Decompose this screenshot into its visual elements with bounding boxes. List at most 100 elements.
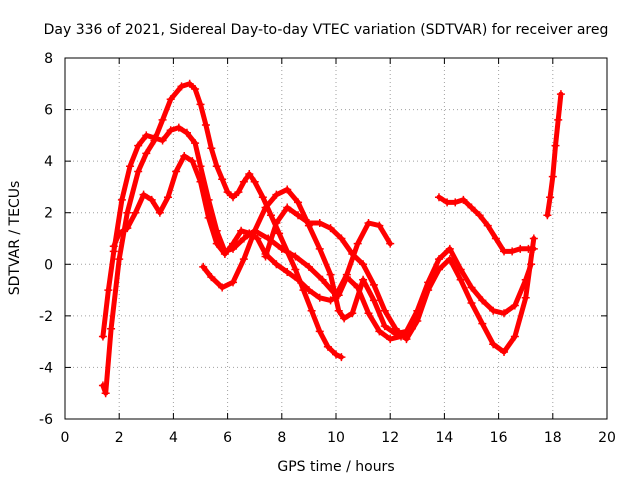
- y-tick-label: 8: [44, 51, 53, 67]
- data-point: [150, 133, 159, 142]
- data-point: [142, 131, 151, 140]
- data-point: [467, 298, 476, 307]
- y-tick-label: -2: [39, 309, 53, 325]
- data-point: [261, 203, 270, 212]
- data-point: [291, 265, 300, 274]
- data-point: [283, 268, 292, 277]
- data-point: [413, 317, 422, 326]
- data-point: [386, 335, 395, 344]
- data-point: [334, 306, 343, 315]
- data-point: [174, 123, 183, 132]
- data-point: [478, 296, 487, 305]
- x-tick-label: 8: [277, 430, 286, 446]
- data-point: [204, 213, 213, 222]
- grid: [65, 58, 607, 419]
- data-point: [500, 247, 509, 256]
- data-point: [510, 332, 519, 341]
- data-point: [445, 255, 454, 264]
- data-point: [291, 252, 300, 261]
- data-point: [250, 226, 259, 235]
- data-series: [98, 79, 565, 398]
- data-point: [315, 327, 324, 336]
- data-point: [109, 242, 118, 251]
- data-point: [188, 157, 197, 166]
- data-point: [434, 193, 443, 202]
- data-point: [115, 255, 124, 264]
- data-point: [548, 172, 557, 181]
- data-point: [134, 167, 143, 176]
- data-point: [223, 188, 232, 197]
- data-point: [163, 193, 172, 202]
- data-point: [443, 198, 452, 207]
- data-point: [218, 175, 227, 184]
- data-point: [155, 208, 164, 217]
- data-point: [554, 115, 563, 124]
- data-point: [307, 306, 316, 315]
- data-point: [491, 234, 500, 243]
- data-point: [172, 167, 181, 176]
- data-point: [337, 353, 346, 362]
- data-point: [142, 149, 151, 158]
- chart-title: Day 336 of 2021, Sidereal Day-to-day VTE…: [44, 22, 609, 38]
- data-point: [237, 226, 246, 235]
- data-point: [359, 275, 368, 284]
- x-tick-label: 2: [115, 430, 124, 446]
- data-point: [207, 144, 216, 153]
- y-tick-label: -4: [39, 360, 53, 376]
- data-point: [434, 265, 443, 274]
- data-point: [445, 244, 454, 253]
- data-point: [245, 170, 254, 179]
- data-point: [546, 193, 555, 202]
- data-point: [239, 234, 248, 243]
- data-point: [459, 195, 468, 204]
- data-point: [475, 211, 484, 220]
- data-point: [521, 293, 530, 302]
- data-point: [364, 219, 373, 228]
- data-point: [304, 219, 313, 228]
- data-point: [234, 188, 243, 197]
- data-point: [212, 239, 221, 248]
- data-point: [258, 193, 267, 202]
- data-point: [134, 141, 143, 150]
- data-point: [500, 347, 509, 356]
- data-point: [139, 190, 148, 199]
- x-tick-label: 0: [61, 430, 70, 446]
- data-point: [364, 309, 373, 318]
- data-point: [348, 309, 357, 318]
- data-point: [315, 244, 324, 253]
- data-point: [218, 283, 227, 292]
- data-point: [348, 249, 357, 258]
- data-point: [342, 273, 351, 282]
- series-line-track-6: [436, 194, 537, 254]
- data-point: [272, 219, 281, 228]
- data-point: [166, 95, 175, 104]
- y-tick-label: -6: [39, 412, 53, 428]
- data-point: [158, 136, 167, 145]
- data-point: [123, 224, 132, 233]
- data-point: [543, 211, 552, 220]
- data-point: [326, 270, 335, 279]
- data-point: [369, 280, 378, 289]
- data-point: [98, 332, 107, 341]
- data-point: [199, 262, 208, 271]
- data-point: [261, 252, 270, 261]
- data-point: [340, 314, 349, 323]
- data-point: [294, 275, 303, 284]
- data-point: [158, 115, 167, 124]
- data-point: [516, 244, 525, 253]
- data-point: [375, 327, 384, 336]
- data-point: [229, 239, 238, 248]
- data-point: [304, 286, 313, 295]
- data-point: [117, 195, 126, 204]
- data-point: [483, 221, 492, 230]
- data-point: [337, 234, 346, 243]
- data-point: [467, 283, 476, 292]
- data-point: [229, 278, 238, 287]
- data-point: [478, 319, 487, 328]
- data-point: [391, 324, 400, 333]
- data-point: [283, 185, 292, 194]
- data-point: [402, 335, 411, 344]
- data-point: [529, 234, 538, 243]
- data-point: [434, 255, 443, 264]
- data-point: [98, 381, 107, 390]
